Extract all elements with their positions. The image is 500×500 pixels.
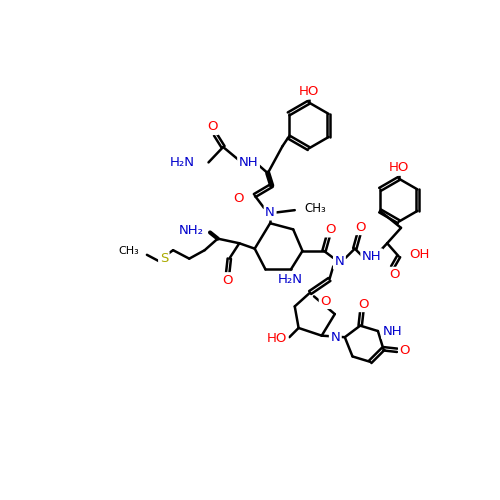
Text: O: O (234, 192, 244, 205)
Text: HO: HO (388, 162, 409, 174)
Text: O: O (320, 294, 331, 308)
Text: HO: HO (266, 332, 287, 345)
Text: NH₂: NH₂ (179, 224, 204, 237)
Text: NH: NH (362, 250, 382, 263)
Text: N: N (330, 330, 340, 344)
Text: S: S (160, 252, 168, 265)
Text: O: O (358, 298, 368, 310)
Text: CH₃: CH₃ (305, 202, 326, 215)
Text: HO: HO (298, 85, 319, 98)
Text: H₂N: H₂N (278, 273, 303, 286)
Text: H₂N: H₂N (170, 156, 194, 169)
Text: O: O (207, 120, 218, 134)
Text: N: N (334, 255, 344, 268)
Text: O: O (325, 223, 336, 236)
Text: O: O (390, 268, 400, 281)
Text: NH: NH (238, 156, 258, 169)
Text: O: O (356, 220, 366, 234)
Text: O: O (400, 344, 410, 357)
Text: OH: OH (410, 248, 430, 262)
Text: CH₃: CH₃ (118, 246, 139, 256)
Text: O: O (222, 274, 233, 286)
Text: NH: NH (382, 324, 402, 338)
Text: N: N (265, 206, 275, 219)
